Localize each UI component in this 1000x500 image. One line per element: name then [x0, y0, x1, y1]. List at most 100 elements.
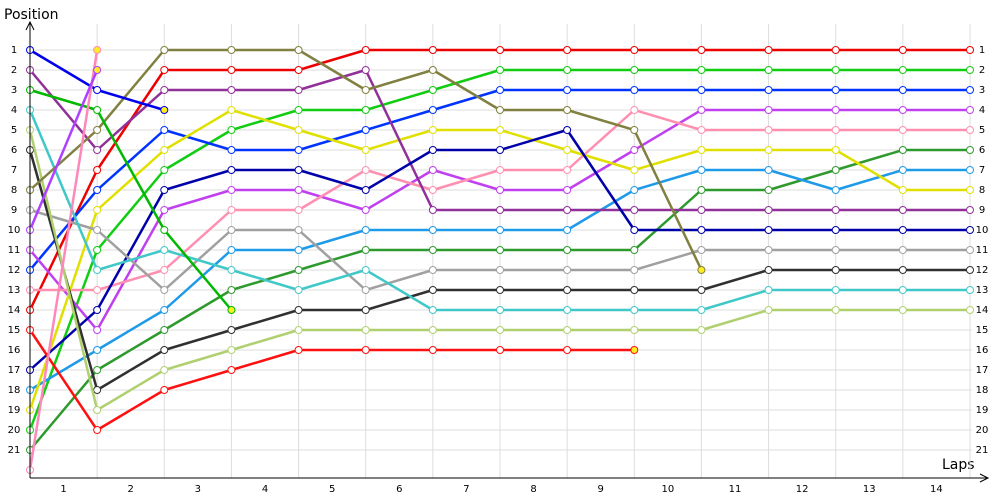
y-tick-label: 6 [11, 145, 17, 156]
marker [898, 106, 907, 114]
y-tick-label: 15 [8, 325, 21, 336]
marker [227, 126, 236, 134]
marker [93, 126, 102, 134]
x-tick-label: 8 [530, 484, 536, 495]
marker [294, 46, 303, 54]
marker [160, 146, 169, 154]
marker [428, 146, 437, 154]
y-tick-label-right: 17 [976, 365, 989, 376]
y-tick-label: 8 [11, 185, 17, 196]
y-tick-label: 21 [8, 445, 21, 456]
marker [496, 186, 504, 194]
marker [160, 226, 169, 234]
marker [160, 186, 169, 194]
marker [160, 386, 169, 394]
marker [966, 146, 974, 154]
marker [294, 186, 303, 194]
series-line [28, 329, 635, 432]
marker [294, 126, 303, 134]
marker [361, 126, 370, 134]
marker [966, 46, 974, 54]
x-tick-label: 11 [729, 484, 742, 495]
marker [831, 126, 840, 134]
series-line [28, 69, 99, 231]
marker [227, 226, 236, 234]
marker [496, 266, 504, 274]
y-tick-label-right: 6 [979, 145, 985, 156]
marker [630, 186, 639, 194]
marker [966, 106, 974, 114]
marker [764, 226, 773, 234]
x-tick-label: 13 [863, 484, 876, 495]
marker [563, 226, 572, 234]
y-tick-label-right: 11 [976, 245, 989, 256]
marker [697, 126, 706, 134]
marker [966, 166, 974, 174]
marker [898, 266, 907, 274]
y-tick-label-right: 2 [979, 65, 985, 76]
marker [630, 226, 639, 234]
x-tick-label: 12 [796, 484, 809, 495]
marker [428, 346, 437, 354]
y-tick-label: 17 [8, 365, 21, 376]
x-tick-label: 4 [262, 484, 268, 495]
marker [697, 306, 706, 314]
marker [93, 326, 102, 334]
axes [25, 20, 990, 483]
marker [697, 246, 706, 254]
marker [428, 286, 437, 294]
marker [898, 46, 907, 54]
y-tick-label: 20 [8, 425, 21, 436]
y-arrow [25, 20, 35, 31]
series-line [29, 88, 233, 311]
marker [764, 266, 773, 274]
marker [630, 346, 639, 354]
marker [898, 246, 907, 254]
x-arrow [979, 473, 990, 483]
marker [428, 166, 437, 174]
marker [764, 126, 773, 134]
marker [764, 246, 773, 254]
y-tick-label-right: 21 [976, 445, 989, 456]
marker [966, 246, 974, 254]
marker [294, 266, 303, 274]
marker [361, 186, 370, 194]
marker [563, 306, 572, 314]
marker [93, 226, 102, 234]
marker [563, 86, 572, 94]
marker [361, 246, 370, 254]
marker [93, 46, 102, 54]
marker [428, 186, 437, 194]
y-tick-label-right: 8 [979, 185, 985, 196]
y-tick-label-right: 5 [979, 125, 985, 136]
marker [764, 286, 773, 294]
y-tick-label-right: 4 [979, 105, 985, 116]
marker [563, 266, 572, 274]
x-tick-label: 2 [128, 484, 134, 495]
marker [831, 186, 840, 194]
marker [697, 106, 706, 114]
marker [563, 286, 572, 294]
y-tick-label-right: 14 [976, 305, 989, 316]
marker [93, 286, 102, 294]
marker [361, 326, 370, 334]
y-tick-label-right: 9 [979, 205, 985, 216]
marker [563, 106, 572, 114]
marker [697, 166, 706, 174]
y-tick-label: 12 [8, 265, 21, 276]
marker [160, 266, 169, 274]
marker [496, 306, 504, 314]
marker [93, 366, 102, 374]
marker [831, 246, 840, 254]
marker [898, 206, 907, 214]
marker [428, 246, 437, 254]
marker [697, 286, 706, 294]
y-tick-label: 13 [8, 285, 21, 296]
marker [898, 126, 907, 134]
x-tick-label: 7 [463, 484, 469, 495]
marker [764, 166, 773, 174]
marker [294, 66, 303, 74]
y-tick-label-right: 3 [979, 85, 985, 96]
marker [697, 146, 706, 154]
marker [227, 66, 236, 74]
